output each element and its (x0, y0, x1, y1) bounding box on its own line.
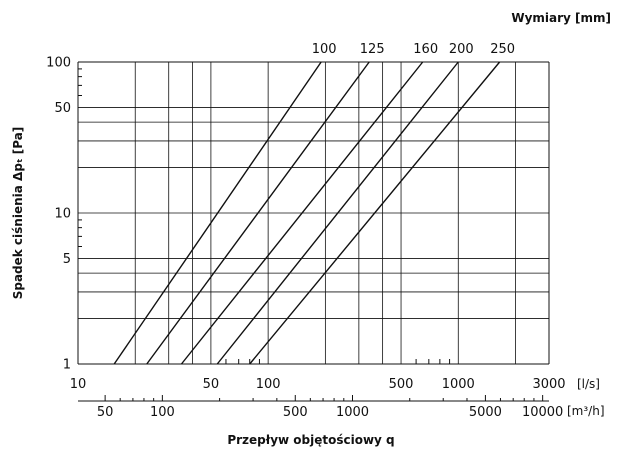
y-tick-label: 50 (54, 101, 71, 116)
x-tick-label: 1000 (442, 377, 475, 392)
series-line-160 (180, 61, 424, 365)
series-label-200: 200 (449, 42, 474, 57)
x-axis-title: Przepływ objętościowy q (227, 433, 394, 447)
y-tick-label: 10 (54, 207, 71, 222)
x2-axis-unit: [m³/h] (567, 404, 605, 418)
x-tick-label: 100 (256, 377, 281, 392)
chart-title: Wymiary [mm] (511, 11, 611, 25)
series-label-160: 160 (413, 42, 438, 57)
series-line-100 (113, 61, 322, 365)
y-axis-title: Spadek ciśnienia Δpₜ [Pa] (11, 127, 25, 300)
x2-tick-label: 100 (150, 405, 175, 420)
x2-tick-label: 50 (97, 405, 114, 420)
series-line-250 (249, 61, 501, 365)
x2-tick-label: 1000 (336, 405, 369, 420)
x2-tick-label: 10000 (522, 405, 563, 420)
series-line-200 (216, 61, 459, 365)
x2-tick-label: 5000 (469, 405, 502, 420)
series-label-125: 125 (360, 42, 385, 57)
series-label-100: 100 (312, 42, 337, 57)
series-lines: 100 125 160 200 250 (113, 42, 515, 365)
x-tick-label: 500 (389, 377, 414, 392)
axes (77, 61, 550, 402)
x-tick-label: 50 (203, 377, 220, 392)
y-tick-label: 5 (63, 252, 71, 267)
grid (77, 61, 550, 365)
x-tick-label: 3000 (532, 377, 565, 392)
series-label-250: 250 (490, 42, 515, 57)
y-tick-label: 100 (46, 56, 71, 71)
series-line-125 (146, 61, 370, 365)
x-axis-unit: [l/s] (577, 377, 600, 391)
x2-tick-label: 500 (283, 405, 308, 420)
x-tick-label: 10 (70, 377, 87, 392)
y-tick-label: 1 (63, 358, 71, 373)
